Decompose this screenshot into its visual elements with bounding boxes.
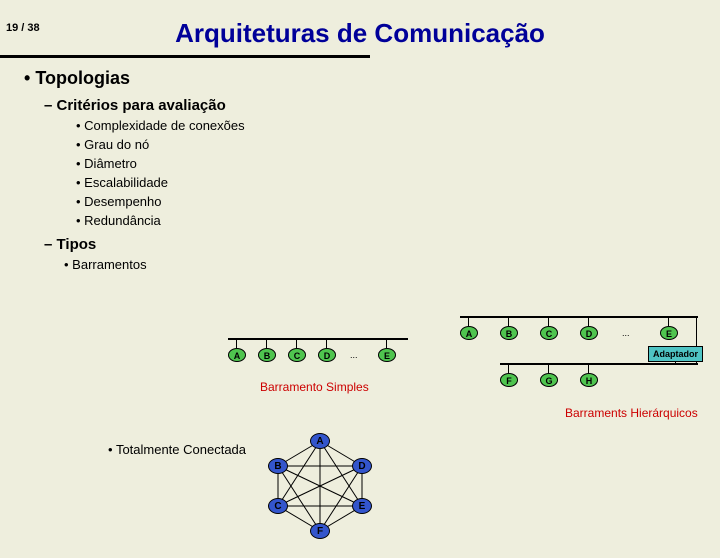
bus-line [500,363,698,365]
graph-node: E [352,498,372,514]
criteria-item: Escalabilidade [76,175,720,190]
bus-node: D [580,326,598,340]
type-full: Totalmente Conectada [108,442,246,457]
heading-topologias: Topologias [24,68,720,89]
slide-title: Arquiteturas de Comunicação [0,18,720,49]
bus-node: A [228,348,246,362]
criteria-item: Complexidade de conexões [76,118,720,133]
bus-drop [468,316,469,326]
ellipsis: ... [350,350,358,360]
type-barramentos: Barramentos [64,257,720,272]
title-rule [0,55,370,58]
graph-node: D [352,458,372,474]
criteria-item: Grau do nó [76,137,720,152]
bus-drop [548,363,549,373]
bus-line [228,338,408,340]
bus-hier-caption: Barraments Hierárquicos [565,406,698,420]
criteria-item: Desempenho [76,194,720,209]
bus-node: E [378,348,396,362]
adapter-box: Adaptador [648,346,703,362]
bus-hier-diagram: A B C D ... E F G H Adaptador [460,308,710,388]
bus-node: G [540,373,558,387]
graph-node: C [268,498,288,514]
bus-drop [668,316,669,326]
bus-line [460,316,698,318]
bus-drop [266,338,267,348]
criteria-item: Redundância [76,213,720,228]
full-graph: A B C D E F [260,433,380,543]
graph-node: A [310,433,330,449]
bus-node: F [500,373,518,387]
ellipsis: ... [622,328,630,338]
page-number: 19 / 38 [6,22,40,34]
bus-simple-diagram: A B C D ... E [228,328,418,368]
bus-node: A [460,326,478,340]
bus-drop [296,338,297,348]
bus-drop [326,338,327,348]
bus-node: H [580,373,598,387]
heading-tipos: Tipos [44,236,720,253]
heading-criterios: Critérios para avaliação [44,97,720,114]
content: Topologias Critérios para avaliação Comp… [0,68,720,272]
graph-node: F [310,523,330,539]
graph-node: B [268,458,288,474]
bus-node: B [500,326,518,340]
bus-node: C [540,326,558,340]
bus-node: B [258,348,276,362]
bus-drop [588,316,589,326]
bus-drop [548,316,549,326]
bus-drop [588,363,589,373]
bus-drop [236,338,237,348]
bus-simple-caption: Barramento Simples [260,380,369,394]
criteria-item: Diâmetro [76,156,720,171]
bus-node: C [288,348,306,362]
bus-drop [508,316,509,326]
bus-node: D [318,348,336,362]
bus-drop [386,338,387,348]
bus-node: E [660,326,678,340]
bus-drop [508,363,509,373]
